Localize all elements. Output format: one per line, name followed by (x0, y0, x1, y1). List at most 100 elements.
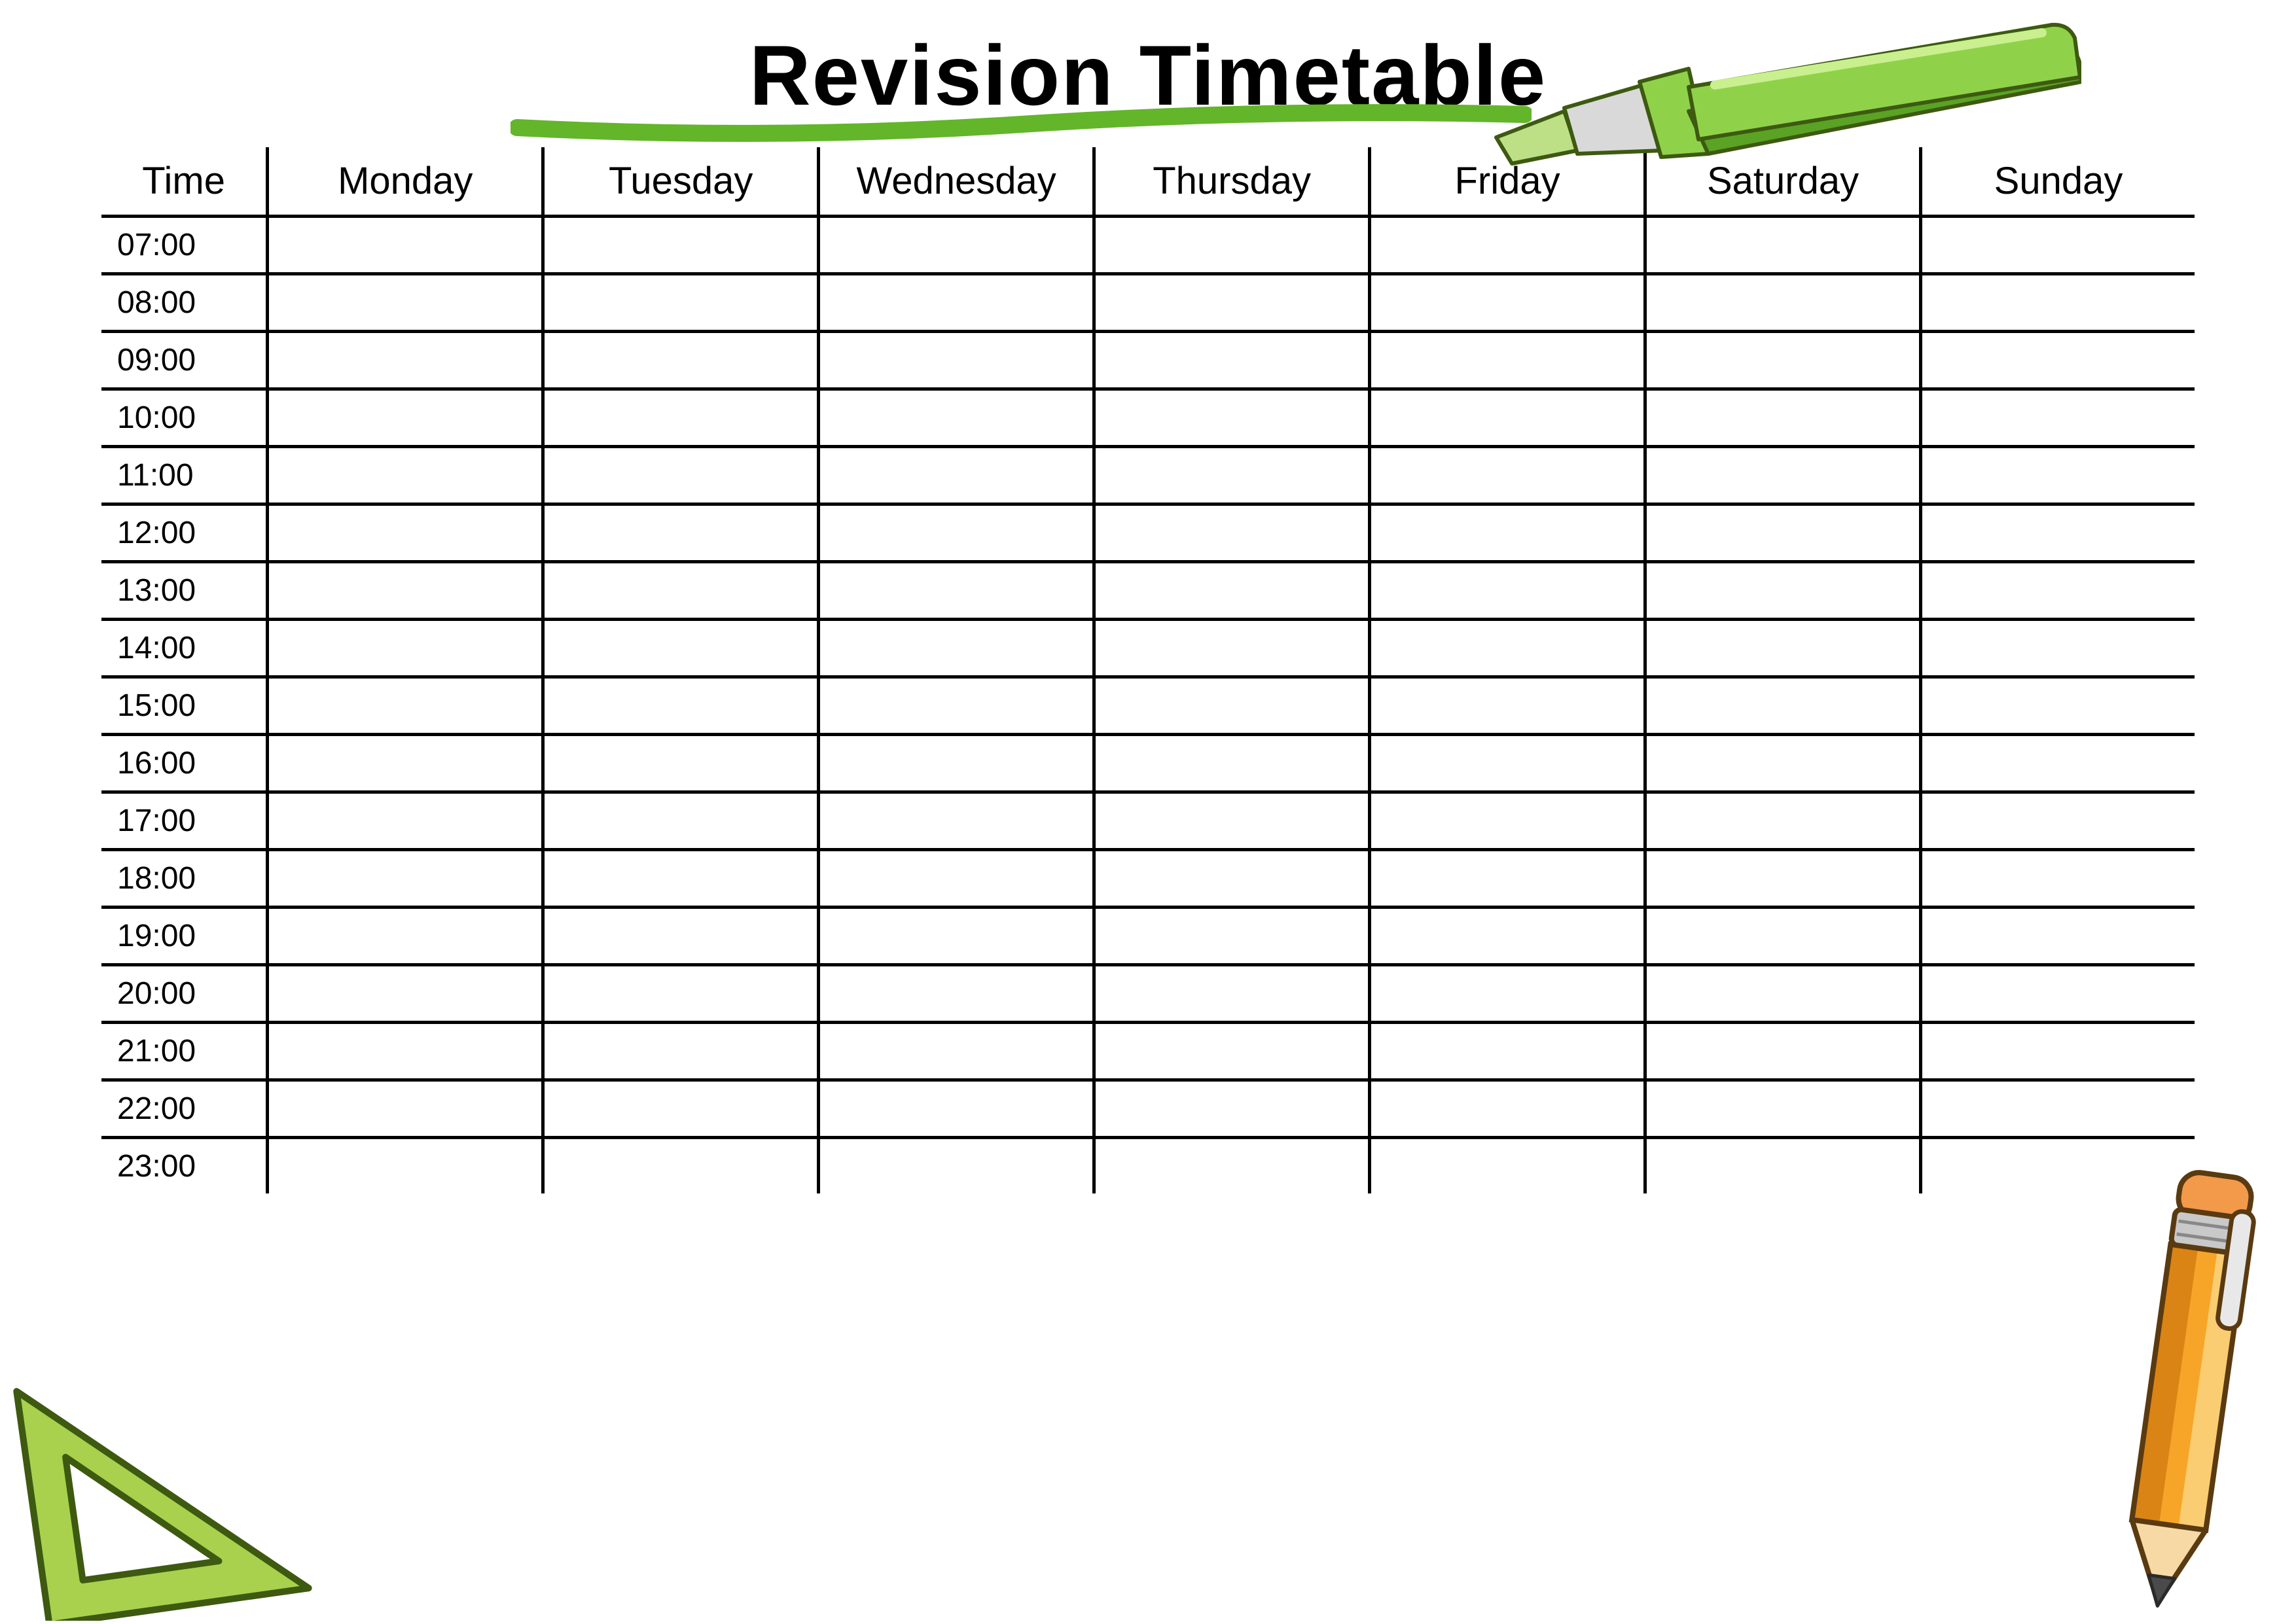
slot-cell[interactable] (543, 792, 819, 850)
slot-cell[interactable] (268, 620, 543, 677)
slot-cell[interactable] (1370, 1138, 1645, 1195)
slot-cell[interactable] (543, 447, 819, 504)
slot-cell[interactable] (1094, 274, 1370, 332)
slot-cell[interactable] (819, 217, 1094, 274)
slot-cell[interactable] (268, 677, 543, 735)
slot-cell[interactable] (819, 447, 1094, 504)
slot-cell[interactable] (819, 389, 1094, 447)
slot-cell[interactable] (819, 792, 1094, 850)
slot-cell[interactable] (1921, 620, 2197, 677)
slot-cell[interactable] (1370, 850, 1645, 908)
slot-cell[interactable] (1921, 965, 2197, 1023)
slot-cell[interactable] (543, 504, 819, 562)
slot-cell[interactable] (1370, 620, 1645, 677)
slot-cell[interactable] (1370, 504, 1645, 562)
slot-cell[interactable] (1094, 332, 1370, 389)
slot-cell[interactable] (268, 850, 543, 908)
slot-cell[interactable] (1921, 908, 2197, 965)
slot-cell[interactable] (1921, 447, 2197, 504)
slot-cell[interactable] (1921, 1023, 2197, 1080)
slot-cell[interactable] (1094, 965, 1370, 1023)
slot-cell[interactable] (268, 447, 543, 504)
slot-cell[interactable] (1094, 620, 1370, 677)
slot-cell[interactable] (1921, 1080, 2197, 1138)
slot-cell[interactable] (543, 332, 819, 389)
slot-cell[interactable] (268, 1138, 543, 1195)
slot-cell[interactable] (1094, 792, 1370, 850)
slot-cell[interactable] (1921, 332, 2197, 389)
slot-cell[interactable] (268, 274, 543, 332)
slot-cell[interactable] (1921, 389, 2197, 447)
slot-cell[interactable] (1645, 1080, 1921, 1138)
slot-cell[interactable] (819, 332, 1094, 389)
slot-cell[interactable] (819, 908, 1094, 965)
slot-cell[interactable] (819, 850, 1094, 908)
slot-cell[interactable] (268, 1080, 543, 1138)
slot-cell[interactable] (1921, 850, 2197, 908)
slot-cell[interactable] (819, 1080, 1094, 1138)
slot-cell[interactable] (1921, 792, 2197, 850)
slot-cell[interactable] (1645, 1138, 1921, 1195)
slot-cell[interactable] (1094, 677, 1370, 735)
slot-cell[interactable] (1645, 562, 1921, 620)
slot-cell[interactable] (268, 965, 543, 1023)
slot-cell[interactable] (543, 677, 819, 735)
slot-cell[interactable] (1370, 562, 1645, 620)
slot-cell[interactable] (1645, 389, 1921, 447)
slot-cell[interactable] (1921, 274, 2197, 332)
slot-cell[interactable] (543, 620, 819, 677)
slot-cell[interactable] (268, 908, 543, 965)
slot-cell[interactable] (1645, 735, 1921, 792)
slot-cell[interactable] (1094, 1080, 1370, 1138)
slot-cell[interactable] (268, 735, 543, 792)
slot-cell[interactable] (1645, 217, 1921, 274)
slot-cell[interactable] (268, 332, 543, 389)
slot-cell[interactable] (1645, 274, 1921, 332)
slot-cell[interactable] (268, 504, 543, 562)
slot-cell[interactable] (268, 1023, 543, 1080)
slot-cell[interactable] (543, 1080, 819, 1138)
slot-cell[interactable] (1645, 504, 1921, 562)
slot-cell[interactable] (819, 1023, 1094, 1080)
slot-cell[interactable] (1645, 908, 1921, 965)
slot-cell[interactable] (819, 677, 1094, 735)
slot-cell[interactable] (1645, 792, 1921, 850)
slot-cell[interactable] (1094, 735, 1370, 792)
slot-cell[interactable] (819, 562, 1094, 620)
slot-cell[interactable] (1370, 792, 1645, 850)
slot-cell[interactable] (268, 792, 543, 850)
slot-cell[interactable] (1921, 504, 2197, 562)
slot-cell[interactable] (543, 908, 819, 965)
slot-cell[interactable] (1094, 217, 1370, 274)
slot-cell[interactable] (1370, 389, 1645, 447)
slot-cell[interactable] (1370, 908, 1645, 965)
slot-cell[interactable] (1921, 677, 2197, 735)
slot-cell[interactable] (1645, 1023, 1921, 1080)
slot-cell[interactable] (819, 735, 1094, 792)
slot-cell[interactable] (1645, 332, 1921, 389)
slot-cell[interactable] (1370, 677, 1645, 735)
slot-cell[interactable] (1094, 1138, 1370, 1195)
slot-cell[interactable] (1370, 332, 1645, 389)
slot-cell[interactable] (1094, 389, 1370, 447)
slot-cell[interactable] (819, 620, 1094, 677)
slot-cell[interactable] (819, 274, 1094, 332)
slot-cell[interactable] (1645, 965, 1921, 1023)
slot-cell[interactable] (1094, 908, 1370, 965)
slot-cell[interactable] (1370, 735, 1645, 792)
slot-cell[interactable] (543, 274, 819, 332)
slot-cell[interactable] (1645, 620, 1921, 677)
slot-cell[interactable] (543, 217, 819, 274)
slot-cell[interactable] (1921, 735, 2197, 792)
slot-cell[interactable] (1921, 562, 2197, 620)
slot-cell[interactable] (1370, 274, 1645, 332)
slot-cell[interactable] (543, 735, 819, 792)
slot-cell[interactable] (1921, 1138, 2197, 1195)
slot-cell[interactable] (1094, 504, 1370, 562)
slot-cell[interactable] (819, 965, 1094, 1023)
slot-cell[interactable] (543, 389, 819, 447)
slot-cell[interactable] (543, 1023, 819, 1080)
slot-cell[interactable] (1370, 1023, 1645, 1080)
slot-cell[interactable] (819, 1138, 1094, 1195)
slot-cell[interactable] (1921, 217, 2197, 274)
